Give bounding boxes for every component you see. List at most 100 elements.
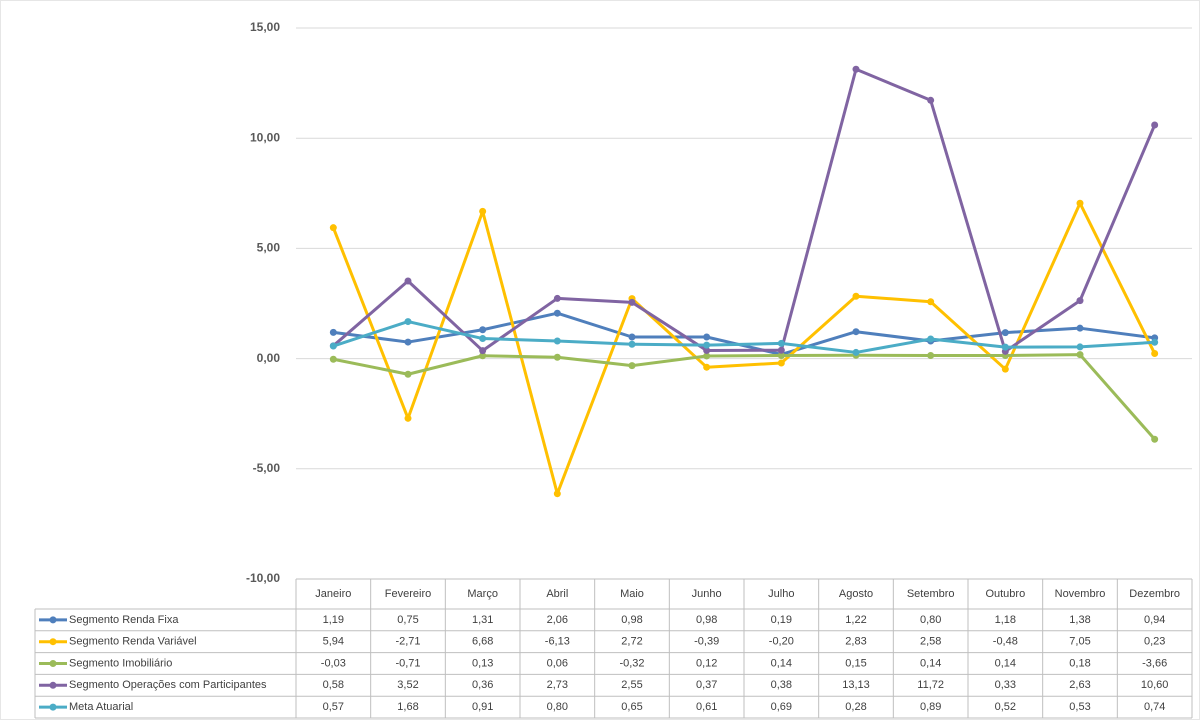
data-point (628, 298, 636, 306)
data-point (1076, 343, 1084, 351)
table-value: 0,36 (472, 679, 493, 691)
series-line (332, 320, 1155, 354)
y-tick-label: 15,00 (250, 20, 280, 34)
data-point (703, 352, 711, 360)
table-value: 11,72 (917, 679, 944, 691)
data-point (1151, 435, 1159, 443)
data-point (927, 96, 935, 104)
data-point (1151, 338, 1159, 346)
data-point (927, 335, 935, 343)
table-value: 0,53 (1069, 701, 1090, 713)
data-point (703, 341, 711, 349)
table-value: 1,38 (1069, 614, 1090, 626)
data-point (852, 292, 860, 300)
legend-label: Segmento Operações com Participantes (69, 679, 267, 691)
table-value: 2,55 (621, 679, 642, 691)
table-value: 0,65 (621, 701, 642, 713)
data-point (1151, 350, 1159, 358)
y-tick-label: -10,00 (246, 571, 280, 585)
table-value: 0,37 (696, 679, 717, 691)
table-value: 0,38 (771, 679, 792, 691)
table-value: 1,31 (472, 614, 493, 626)
table-value: 0,57 (323, 701, 344, 713)
data-point (553, 337, 561, 345)
data-point (1151, 121, 1159, 129)
data-point (329, 224, 337, 232)
legend-label: Segmento Renda Fixa (69, 614, 179, 626)
data-point (479, 347, 487, 355)
table-value: 2,58 (920, 636, 941, 648)
y-tick-label: 0,00 (257, 351, 281, 365)
x-tick-label: Fevereiro (385, 588, 431, 600)
legend-label: Segmento Renda Variável (69, 636, 197, 648)
x-tick-label: Dezembro (1129, 588, 1180, 600)
table-value: -3,66 (1142, 657, 1167, 669)
legend-label: Segmento Imobiliário (69, 657, 172, 669)
table-value: 0,58 (323, 679, 344, 691)
data-point (852, 65, 860, 73)
table-value: 0,89 (920, 701, 941, 713)
table-value: 2,06 (547, 614, 568, 626)
data-point (777, 359, 785, 367)
legend-marker (49, 616, 57, 624)
table-value: 0,80 (920, 614, 941, 626)
data-point (553, 353, 561, 361)
table-value: -2,71 (395, 636, 420, 648)
table-value: -0,71 (395, 657, 420, 669)
table-value: 0,98 (621, 614, 642, 626)
x-tick-label: Agosto (839, 588, 873, 600)
table-value: 0,14 (920, 657, 941, 669)
table-value: 5,94 (323, 636, 344, 648)
table-value: 0,94 (1144, 614, 1165, 626)
x-tick-label: Janeiro (315, 588, 351, 600)
table-value: 0,80 (547, 701, 568, 713)
data-point (1076, 351, 1084, 359)
x-tick-label: Junho (692, 588, 722, 600)
table-value: -0,48 (993, 636, 1018, 648)
table-value: 0,18 (1069, 657, 1090, 669)
table-value: 0,28 (845, 701, 866, 713)
table-value: 0,14 (771, 657, 792, 669)
table-value: 3,52 (397, 679, 418, 691)
table-value: 0,06 (547, 657, 568, 669)
x-tick-label: Maio (620, 588, 644, 600)
data-point (553, 490, 561, 498)
legend-label: Meta Atuarial (69, 701, 133, 713)
data-point (404, 277, 412, 285)
x-tick-label: Novembro (1055, 588, 1106, 600)
table-value: 2,63 (1069, 679, 1090, 691)
data-point (628, 340, 636, 348)
table-value: 0,14 (995, 657, 1016, 669)
table-value: 7,05 (1069, 636, 1090, 648)
y-tick-label: 5,00 (257, 241, 281, 255)
table-value: 1,22 (845, 614, 866, 626)
data-point (1001, 365, 1009, 373)
table-value: 0,74 (1144, 701, 1165, 713)
data-point (703, 346, 711, 354)
table-value: 10,60 (1141, 679, 1169, 691)
data-point (628, 333, 636, 341)
data-point (404, 318, 412, 326)
legend-marker (49, 681, 57, 689)
series-line (333, 353, 1156, 441)
table-value: 13,13 (842, 679, 870, 691)
table-value: 0,52 (995, 701, 1016, 713)
table-value: 0,61 (696, 701, 717, 713)
data-point (479, 326, 487, 334)
table-value: -0,32 (619, 657, 644, 669)
table-value: -0,03 (321, 657, 346, 669)
table-value: 2,72 (621, 636, 642, 648)
series-line (332, 67, 1157, 353)
x-tick-label: Outubro (985, 588, 1025, 600)
data-point (404, 414, 412, 422)
data-point (703, 363, 711, 371)
data-point (777, 339, 785, 347)
data-point (927, 298, 935, 306)
data-point (329, 328, 337, 336)
table-value: 1,19 (323, 614, 344, 626)
x-tick-label: Abril (546, 588, 568, 600)
data-point (404, 338, 412, 346)
